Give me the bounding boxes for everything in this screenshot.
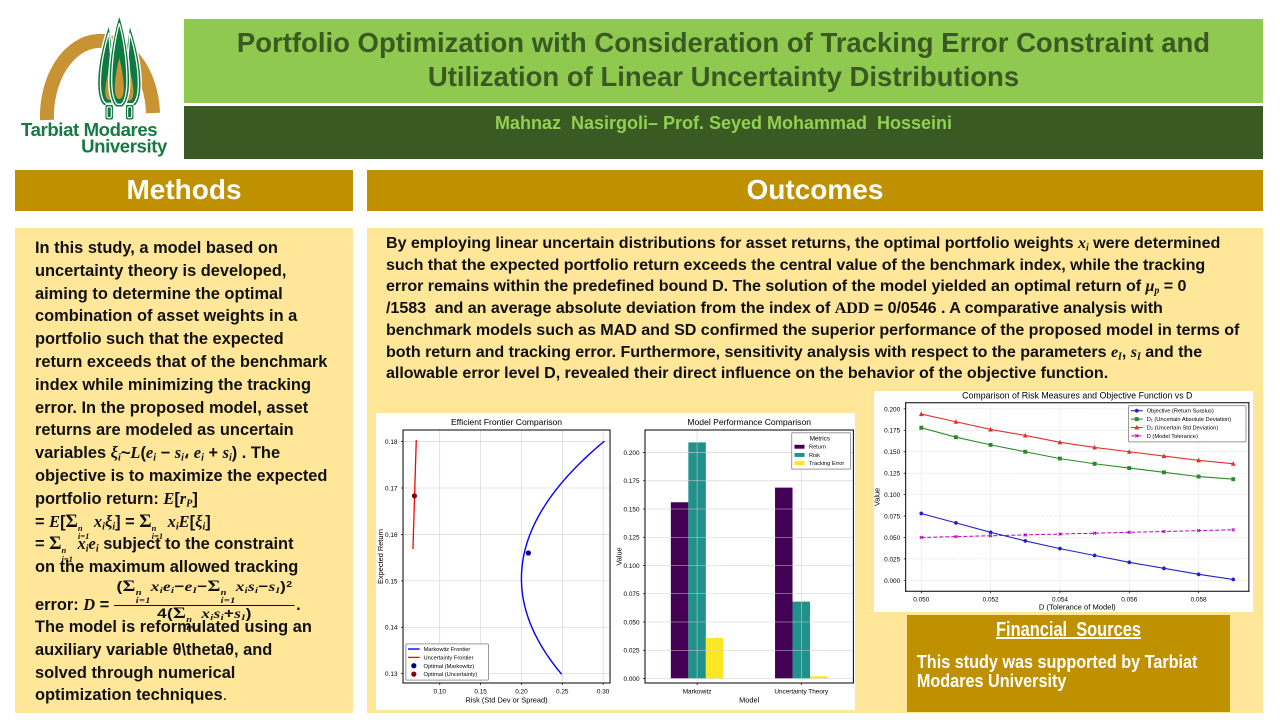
svg-text:0.17: 0.17	[385, 485, 398, 492]
svg-text:Uncertainty Frontier: Uncertainty Frontier	[424, 655, 474, 661]
svg-text:0.13: 0.13	[385, 671, 398, 678]
svg-text:0.050: 0.050	[624, 619, 640, 626]
svg-text:0.200: 0.200	[624, 450, 640, 457]
svg-text:0.056: 0.056	[1121, 597, 1137, 604]
svg-text:0.30: 0.30	[597, 688, 610, 695]
svg-text:Value: Value	[874, 488, 881, 506]
svg-text:0.058: 0.058	[1191, 597, 1207, 604]
svg-text:Objective (Return Surplus): Objective (Return Surplus)	[1147, 409, 1214, 415]
svg-text:0.025: 0.025	[624, 648, 640, 655]
svg-text:Efficient Frontier Comparison: Efficient Frontier Comparison	[451, 417, 562, 427]
svg-text:Model Performance Comparison: Model Performance Comparison	[687, 417, 811, 427]
svg-text:D (Model Tolerance): D (Model Tolerance)	[1147, 434, 1198, 440]
svg-text:0.050: 0.050	[913, 597, 929, 604]
svg-text:0.15: 0.15	[474, 688, 487, 695]
svg-text:Tracking Error: Tracking Error	[809, 461, 844, 467]
svg-text:0.000: 0.000	[624, 676, 640, 683]
svg-text:Value: Value	[615, 547, 624, 565]
svg-text:0.18: 0.18	[385, 439, 398, 446]
svg-text:D₁ (Uncertain Absolute Deviati: D₁ (Uncertain Absolute Deviation)	[1147, 417, 1232, 423]
svg-text:Return: Return	[809, 445, 826, 451]
svg-text:0.100: 0.100	[624, 563, 640, 570]
svg-text:0.052: 0.052	[983, 597, 999, 604]
svg-text:Uncertainty Theory: Uncertainty Theory	[774, 688, 829, 695]
svg-text:0.150: 0.150	[624, 506, 640, 513]
svg-text:Markowitz Frontier: Markowitz Frontier	[424, 647, 471, 653]
svg-text:0.10: 0.10	[434, 688, 447, 695]
svg-text:University: University	[81, 136, 168, 157]
svg-text:0.20: 0.20	[515, 688, 528, 695]
svg-text:Risk (Std Dev or Spread): Risk (Std Dev or Spread)	[465, 695, 547, 704]
svg-text:0.175: 0.175	[884, 428, 900, 435]
svg-text:0.200: 0.200	[884, 406, 900, 413]
svg-text:0.050: 0.050	[884, 535, 900, 542]
svg-text:Markowitz: Markowitz	[683, 688, 712, 695]
svg-text:Optimal (Markowitz): Optimal (Markowitz)	[424, 664, 475, 670]
svg-text:0.175: 0.175	[624, 478, 640, 485]
svg-text:0.054: 0.054	[1052, 597, 1068, 604]
svg-text:0.150: 0.150	[884, 449, 900, 456]
svg-text:0.075: 0.075	[624, 591, 640, 598]
svg-text:0.000: 0.000	[884, 578, 900, 585]
svg-text:Metrics: Metrics	[810, 435, 830, 442]
svg-text:D₂ (Uncertain Std Deviation): D₂ (Uncertain Std Deviation)	[1147, 425, 1219, 431]
svg-text:Risk: Risk	[809, 453, 820, 459]
svg-text:0.025: 0.025	[884, 556, 900, 563]
svg-text:0.075: 0.075	[884, 513, 900, 520]
svg-text:0.125: 0.125	[624, 535, 640, 542]
svg-text:0.15: 0.15	[385, 578, 398, 585]
svg-text:0.25: 0.25	[556, 688, 569, 695]
svg-text:Model: Model	[739, 695, 759, 704]
svg-text:0.125: 0.125	[884, 471, 900, 478]
svg-text:0.100: 0.100	[884, 492, 900, 499]
svg-text:Optimal (Uncertainty): Optimal (Uncertainty)	[424, 672, 478, 678]
svg-text:0.14: 0.14	[385, 625, 398, 632]
svg-text:Tarbiat Modares: Tarbiat Modares	[21, 119, 157, 140]
svg-text:Comparison of Risk Measures an: Comparison of Risk Measures and Objectiv…	[962, 391, 1192, 401]
svg-text:Expected Return: Expected Return	[376, 529, 385, 584]
svg-text:D (Tolerance of Model): D (Tolerance of Model)	[1039, 603, 1116, 612]
svg-text:0.16: 0.16	[385, 532, 398, 539]
